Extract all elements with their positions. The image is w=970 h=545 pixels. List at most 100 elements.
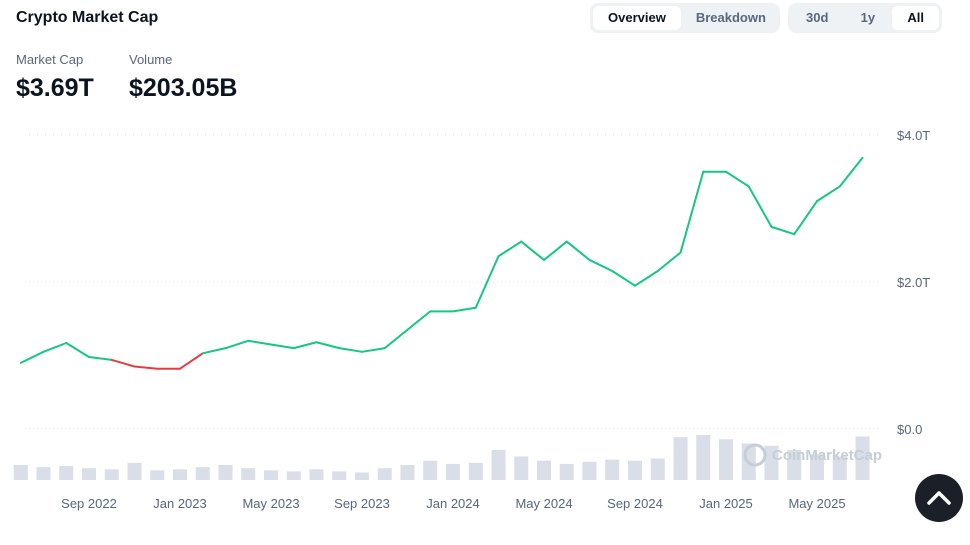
x-tick-label: Sep 2024 xyxy=(607,496,663,511)
stat-label: Volume xyxy=(129,52,173,67)
volume-bar xyxy=(355,472,369,480)
volume-bar xyxy=(173,469,187,480)
volume-bar xyxy=(104,469,119,480)
line-segment xyxy=(747,185,773,228)
volume-bar xyxy=(673,437,688,480)
volume-bar xyxy=(514,456,529,480)
x-tick-label: Sep 2022 xyxy=(61,496,117,511)
volume-bar xyxy=(605,459,620,480)
line-segment xyxy=(611,269,636,287)
stat-value: $3.69T xyxy=(16,74,94,102)
volume-bar xyxy=(309,469,324,480)
volume-bar xyxy=(82,468,96,480)
volume-bar xyxy=(423,460,438,480)
volume-bar xyxy=(286,471,301,480)
line-segment xyxy=(315,341,341,350)
line-segment xyxy=(110,358,136,368)
line-segment xyxy=(497,240,523,258)
line-segment xyxy=(361,347,386,353)
volume-bar xyxy=(150,470,165,480)
tab[interactable]: Overview xyxy=(593,6,681,30)
volume-bar xyxy=(559,463,574,480)
watermark-logo xyxy=(743,443,767,467)
volume-bar xyxy=(696,435,711,480)
line-segment xyxy=(474,255,500,309)
line-segment xyxy=(565,240,591,261)
watermark: CoinMarketCap xyxy=(743,443,882,467)
volume-bar xyxy=(332,471,347,480)
scroll-top-icon xyxy=(927,491,951,505)
volume-bar xyxy=(218,465,233,480)
line-segment xyxy=(725,170,750,188)
volume-bar xyxy=(36,467,51,480)
volume-bar xyxy=(13,465,28,480)
volume-bar xyxy=(446,463,460,480)
line-segment xyxy=(179,352,204,370)
y-tick-label: $4.0T xyxy=(897,128,930,143)
page-title: Crypto Market Cap xyxy=(16,9,159,26)
line-segment xyxy=(793,200,818,236)
y-tick-label: $2.0T xyxy=(897,275,930,290)
x-tick-label: May 2023 xyxy=(242,496,299,511)
range[interactable]: 30d xyxy=(806,10,829,25)
volume-bar xyxy=(537,460,551,480)
line-segment xyxy=(270,343,295,350)
line-segment xyxy=(292,341,318,350)
volume-bar xyxy=(400,465,415,480)
x-tick-label: Jan 2023 xyxy=(153,496,207,511)
line-segment xyxy=(520,240,545,261)
line-segment xyxy=(838,156,864,188)
line-segment xyxy=(656,251,682,272)
line-segment xyxy=(543,240,568,261)
volume-bar xyxy=(855,436,870,480)
volume-bar xyxy=(832,456,847,480)
line-segment xyxy=(406,310,432,331)
line-segment xyxy=(816,185,841,203)
volume-bar xyxy=(195,467,210,480)
y-tick-label: $0.0 xyxy=(897,422,922,437)
volume-bar xyxy=(719,439,733,480)
volume-bar xyxy=(264,470,278,480)
volume-bar xyxy=(582,461,597,480)
volume-bar xyxy=(491,450,506,480)
line-segment xyxy=(383,328,409,350)
x-tick-label: May 2025 xyxy=(788,496,845,511)
line-segment xyxy=(88,355,113,361)
line-segment xyxy=(634,269,659,287)
x-tick-label: Sep 2023 xyxy=(334,496,390,511)
line-segment xyxy=(452,306,477,313)
tab[interactable]: Breakdown xyxy=(695,10,766,25)
volume-bar xyxy=(241,468,256,480)
line-segment xyxy=(201,347,227,355)
scroll-top-button[interactable] xyxy=(915,474,963,522)
line-segment xyxy=(247,339,272,346)
volume-bar xyxy=(377,468,392,480)
line-segment xyxy=(133,365,159,370)
line-segment xyxy=(224,339,250,350)
range[interactable]: 1y xyxy=(860,10,876,25)
line-segment xyxy=(588,258,614,272)
volume-bar xyxy=(468,462,483,480)
line-segment xyxy=(19,350,45,364)
line-segment xyxy=(770,225,796,236)
volume-bar xyxy=(764,445,779,480)
line-segment xyxy=(338,347,363,353)
volume-bar xyxy=(650,458,665,480)
x-tick-label: Jan 2024 xyxy=(426,496,480,511)
line-segment xyxy=(679,170,705,254)
x-tick-label: Jan 2025 xyxy=(699,496,753,511)
stat-value: $203.05B xyxy=(129,74,238,102)
view-tabs: Overview Breakdown xyxy=(590,3,780,33)
watermark-text: CoinMarketCap xyxy=(772,447,882,464)
line-segment xyxy=(42,342,68,353)
line-segment xyxy=(65,342,90,358)
volume-bar xyxy=(127,462,142,480)
range-tabs: 30d 1y All xyxy=(788,3,942,33)
volume-bar xyxy=(59,466,74,480)
volume-bar xyxy=(628,460,642,480)
stat-label: Market Cap xyxy=(16,52,84,67)
range[interactable]: All xyxy=(892,6,939,30)
volume-bar xyxy=(810,454,824,480)
